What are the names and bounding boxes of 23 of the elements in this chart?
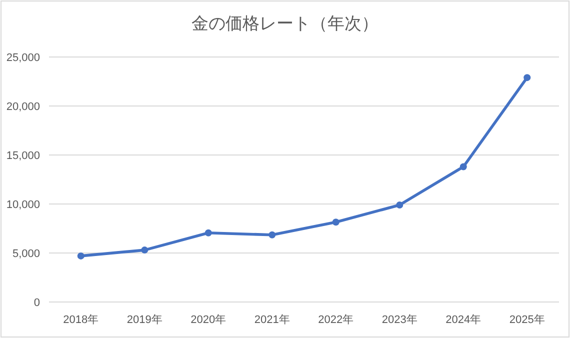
y-tick-label: 25,000 (6, 52, 40, 64)
x-tick-label: 2018年 (63, 314, 99, 326)
x-tick-label: 2024年 (446, 314, 482, 326)
point (268, 231, 276, 238)
point (460, 163, 467, 170)
point (396, 201, 404, 208)
point (141, 246, 148, 254)
x-tick-label: 2022年 (318, 314, 354, 326)
chart-title: 金の価格レート（年次） (192, 14, 378, 33)
y-tick-label: 20,000 (6, 101, 40, 113)
x-tick-label: 2021年 (254, 314, 290, 326)
point (77, 252, 84, 260)
y-tick-label: 0 (34, 297, 40, 309)
point (332, 218, 340, 226)
point (524, 74, 531, 82)
point (204, 229, 212, 236)
x-tick-label: 2019年 (126, 314, 162, 326)
x-tick-label: 2025年 (509, 314, 545, 326)
x-tick-label: 2023年 (382, 314, 418, 326)
y-tick-label: 10,000 (6, 199, 40, 211)
y-tick-label: 15,000 (6, 150, 40, 162)
x-tick-label: 2020年 (190, 314, 226, 326)
y-tick-label: 5,000 (12, 248, 40, 260)
